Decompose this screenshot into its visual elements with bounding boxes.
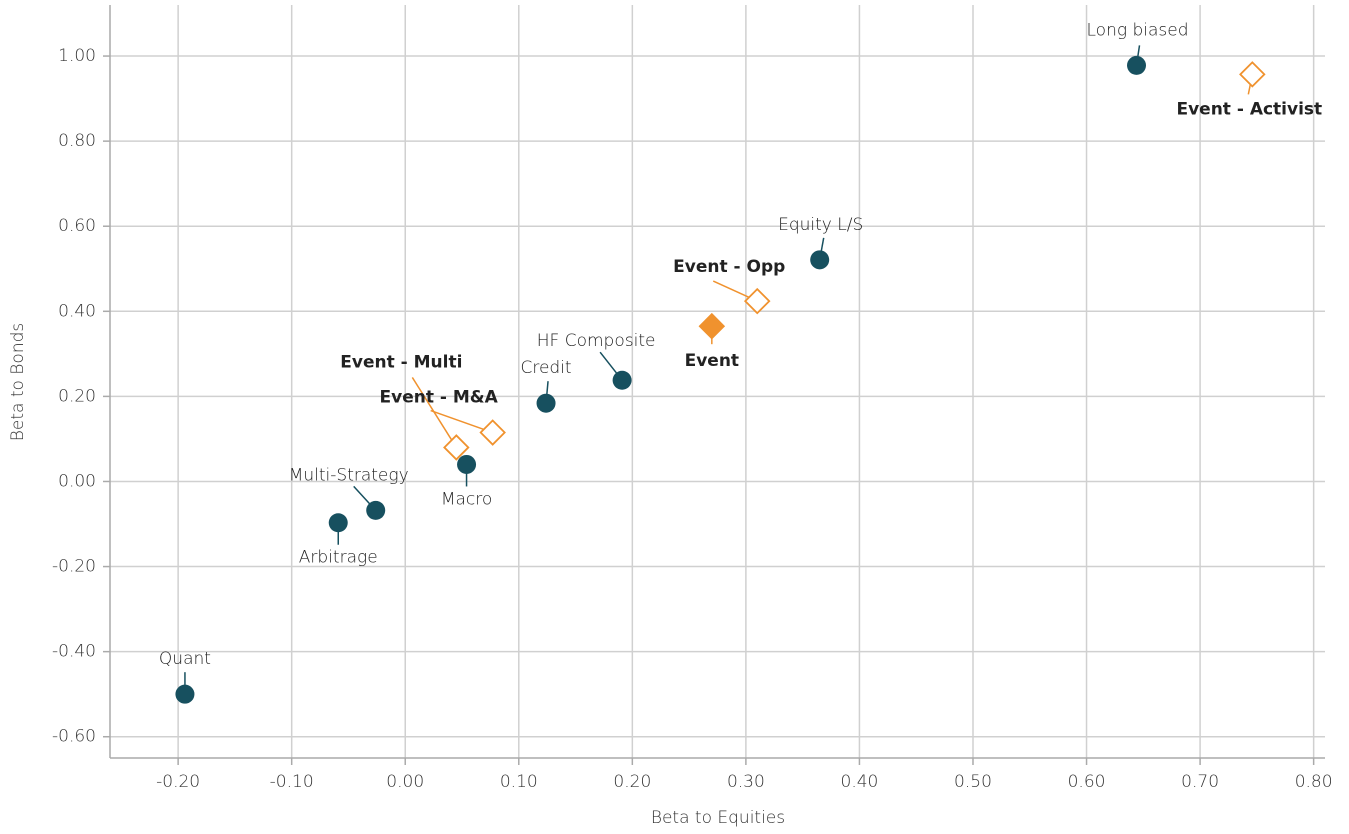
y-axis-label: Beta to Bonds [8, 323, 28, 442]
x-tick-label: 0.10 [500, 772, 538, 792]
point-label: Long biased [1087, 20, 1189, 40]
point [479, 419, 506, 446]
y-tick-label: 0.80 [58, 131, 96, 151]
x-tick-label: -0.10 [270, 772, 314, 792]
point-label: Event - Multi [340, 352, 462, 372]
y-tick-label: 0.00 [58, 471, 96, 491]
point-label: Event - M&A [380, 388, 499, 408]
point-label: Event - Activist [1176, 99, 1322, 119]
point-label: Arbitrage [299, 548, 378, 568]
point [328, 513, 348, 533]
marks [175, 45, 1266, 704]
point-label: Quant [159, 649, 211, 669]
x-tick-label: 0.40 [841, 772, 879, 792]
leader-line [430, 409, 493, 434]
point [536, 393, 556, 413]
point [810, 250, 830, 270]
x-axis-label: Beta to Equities [651, 808, 785, 828]
point [1127, 55, 1147, 75]
y-tick-label: -0.20 [52, 557, 96, 577]
x-tick-label: 0.00 [386, 772, 424, 792]
point-label: Event - Opp [673, 257, 785, 277]
point [1239, 61, 1266, 88]
x-tick-label: 0.20 [613, 772, 651, 792]
y-tick-label: -0.60 [52, 727, 96, 747]
y-tick-label: -0.40 [52, 642, 96, 662]
x-tick-label: 0.60 [1068, 772, 1106, 792]
point-label: Credit [520, 358, 571, 378]
y-tick-label: 0.60 [58, 216, 96, 236]
leader-line [411, 377, 457, 448]
y-tick-label: 0.40 [58, 301, 96, 321]
y-tick-label: 0.20 [58, 386, 96, 406]
point [612, 370, 632, 390]
point [743, 287, 771, 315]
point-label: Event [685, 351, 739, 371]
point [443, 434, 470, 461]
point-label: HF Composite [537, 331, 656, 351]
point [175, 684, 195, 704]
x-tick-label: 0.70 [1181, 772, 1219, 792]
x-tick-label: 0.50 [954, 772, 992, 792]
point-label: Multi-Strategy [289, 465, 409, 485]
point [457, 454, 477, 474]
x-tick-label: 0.80 [1295, 772, 1333, 792]
point-label: Equity L/S [778, 215, 863, 235]
point [698, 312, 726, 340]
x-tick-label: -0.20 [156, 772, 200, 792]
x-tick-label: 0.30 [727, 772, 765, 792]
y-tick-label: 1.00 [58, 46, 96, 66]
point-label: Macro [441, 489, 492, 509]
grid [103, 5, 1325, 765]
point [366, 500, 386, 520]
